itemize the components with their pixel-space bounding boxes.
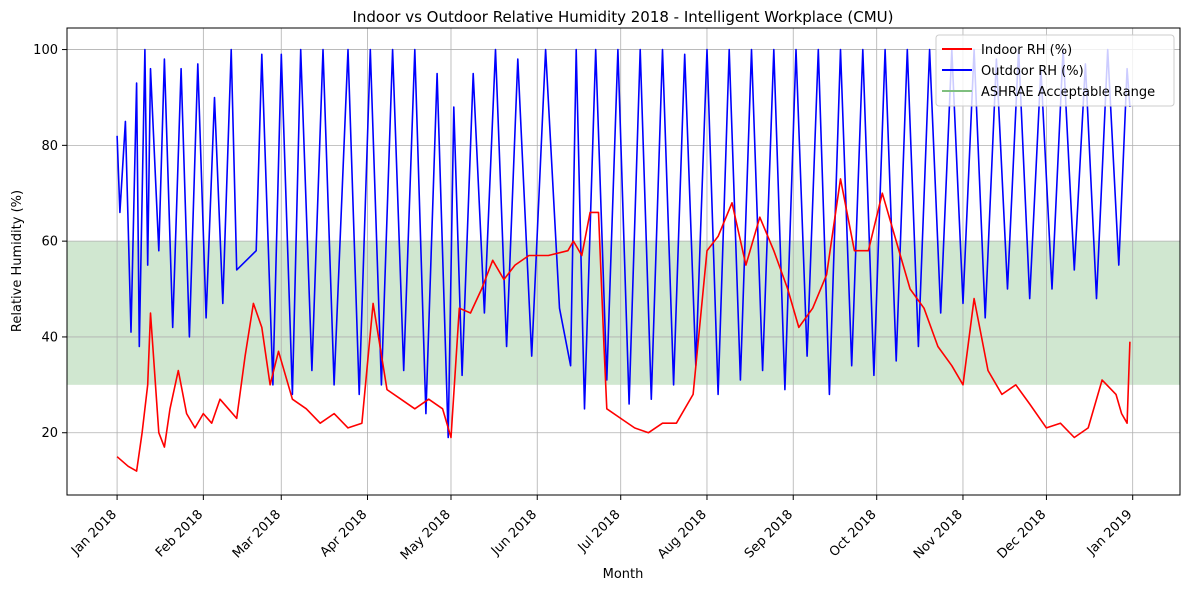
x-tick-label: Feb 2018 xyxy=(153,507,206,560)
x-tick-label: Jul 2018 xyxy=(575,507,624,556)
indoor-rh-line xyxy=(116,178,1131,472)
y-axis-label: Relative Humidity (%) xyxy=(10,190,25,332)
x-tick-label: Aug 2018 xyxy=(655,507,710,562)
x-tick-label: Nov 2018 xyxy=(911,507,966,562)
legend: Indoor RH (%) Outdoor RH (%) ASHRAE Acce… xyxy=(935,34,1175,107)
x-tick-label: May 2018 xyxy=(398,507,454,563)
plot-frame xyxy=(66,27,1181,496)
y-tick-label: 20 xyxy=(41,426,58,441)
y-tick-label: 60 xyxy=(41,235,58,250)
legend-box xyxy=(935,34,1175,107)
legend-label-outdoor: Outdoor RH (%) xyxy=(981,64,1084,79)
y-tick-label: 40 xyxy=(41,330,58,345)
legend-label-ashrae: ASHRAE Acceptable Range xyxy=(981,85,1155,100)
ashrae-acceptable-band xyxy=(67,241,1180,385)
x-tick-label: Oct 2018 xyxy=(827,507,880,560)
x-tick-label: Apr 2018 xyxy=(318,507,371,560)
y-tick-label: 80 xyxy=(41,139,58,154)
x-tick-label: Dec 2018 xyxy=(995,507,1050,562)
x-tick-label: Jun 2018 xyxy=(488,507,540,559)
x-axis-label: Month xyxy=(603,567,644,582)
x-tick-label: Mar 2018 xyxy=(230,507,284,561)
x-tick-label: Jan 2018 xyxy=(68,507,120,559)
x-tick-label: Jan 2019 xyxy=(1084,507,1136,559)
y-tick-label: 100 xyxy=(33,43,58,58)
grid-lines xyxy=(67,28,1180,495)
legend-label-indoor: Indoor RH (%) xyxy=(981,43,1072,58)
x-tick-label: Sep 2018 xyxy=(742,507,796,561)
chart-title: Indoor vs Outdoor Relative Humidity 2018… xyxy=(352,8,893,26)
